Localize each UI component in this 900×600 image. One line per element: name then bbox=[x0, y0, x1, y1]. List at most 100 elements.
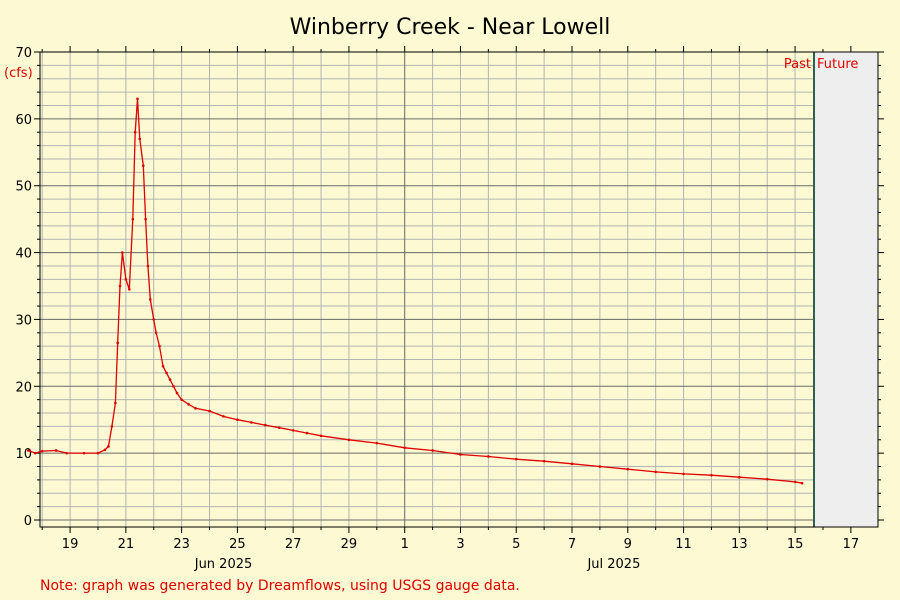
y-tick-label: 0 bbox=[24, 514, 32, 529]
data-point bbox=[103, 448, 107, 452]
minor-grid bbox=[40, 52, 878, 527]
data-point bbox=[146, 264, 150, 268]
major-grid bbox=[40, 51, 878, 527]
data-point bbox=[82, 451, 86, 455]
month-label: Jun 2025 bbox=[194, 557, 253, 572]
data-point bbox=[375, 441, 379, 445]
x-tick-label: 15 bbox=[787, 537, 804, 552]
data-point bbox=[403, 446, 407, 450]
data-point bbox=[121, 251, 124, 254]
data-point bbox=[148, 298, 152, 301]
plot-frame bbox=[39, 51, 879, 528]
x-tick-label: 25 bbox=[229, 537, 246, 552]
y-tick-label: 70 bbox=[15, 46, 32, 61]
x-tick-label: 13 bbox=[731, 537, 748, 552]
data-point bbox=[110, 425, 114, 428]
x-tick-label: 17 bbox=[843, 537, 860, 552]
data-point bbox=[431, 449, 434, 452]
data-point bbox=[598, 465, 602, 468]
data-point bbox=[291, 429, 295, 432]
x-tick-label: 11 bbox=[675, 537, 692, 552]
x-tick-label: 29 bbox=[341, 537, 358, 552]
x-axis-tick-labels: 19 21 23 25 27 29 1 3 5 7 9 11 13 15 17 bbox=[62, 537, 859, 552]
x-tick-label: 27 bbox=[285, 537, 302, 552]
footer-note: Note: graph was generated by Dreamflows,… bbox=[40, 578, 520, 594]
data-point bbox=[128, 288, 131, 291]
data-point bbox=[96, 451, 100, 455]
data-point bbox=[710, 473, 713, 477]
x-axis-month-labels: Jun 2025 Jul 2025 bbox=[194, 557, 641, 572]
data-point bbox=[187, 403, 190, 406]
data-point bbox=[165, 371, 168, 375]
data-point bbox=[765, 477, 769, 481]
data-point bbox=[144, 217, 147, 221]
future-label: Future bbox=[817, 57, 858, 72]
data-point bbox=[152, 318, 156, 321]
data-point bbox=[131, 217, 135, 221]
data-point bbox=[208, 409, 211, 413]
data-point bbox=[107, 445, 110, 448]
data-point bbox=[138, 137, 142, 141]
y-tick-label: 40 bbox=[15, 247, 32, 262]
data-point bbox=[459, 453, 462, 456]
y-tick-label: 60 bbox=[15, 113, 32, 128]
data-point bbox=[347, 438, 351, 442]
chart-title: Winberry Creek - Near Lowell bbox=[290, 15, 611, 40]
data-point bbox=[236, 418, 239, 422]
x-tick-label: 19 bbox=[62, 537, 79, 552]
data-point bbox=[54, 449, 58, 452]
data-point bbox=[133, 130, 137, 134]
data-point bbox=[514, 457, 518, 461]
data-point bbox=[305, 431, 309, 435]
x-tick-label: 5 bbox=[512, 537, 520, 552]
data-point bbox=[277, 426, 281, 430]
data-point bbox=[154, 331, 158, 335]
data-point bbox=[175, 391, 179, 395]
data-point bbox=[250, 421, 253, 424]
data-point bbox=[738, 475, 741, 479]
data-point bbox=[116, 341, 120, 345]
y-tick-label: 30 bbox=[15, 313, 32, 328]
x-tick-label: 3 bbox=[456, 537, 464, 552]
x-tick-label: 23 bbox=[173, 537, 190, 552]
x-tick-label: 1 bbox=[401, 537, 409, 552]
axis-ticks bbox=[34, 46, 884, 533]
data-point bbox=[654, 470, 657, 474]
data-point bbox=[626, 467, 630, 471]
data-point bbox=[33, 451, 37, 455]
flow-series-points bbox=[26, 97, 804, 485]
flow-series-line bbox=[28, 98, 803, 484]
data-point bbox=[114, 401, 117, 405]
past-label: Past bbox=[784, 57, 811, 72]
y-tick-label: 50 bbox=[15, 180, 32, 195]
data-point bbox=[161, 364, 165, 368]
x-tick-label: 9 bbox=[624, 537, 632, 552]
x-tick-label: 7 bbox=[568, 537, 576, 552]
y-axis-unit-label: (cfs) bbox=[4, 66, 33, 81]
x-tick-label: 21 bbox=[118, 537, 135, 552]
data-point bbox=[542, 459, 546, 463]
data-point bbox=[136, 97, 139, 101]
data-point bbox=[65, 451, 68, 455]
data-point bbox=[168, 378, 172, 381]
data-point bbox=[40, 449, 44, 453]
data-point bbox=[263, 423, 267, 427]
data-point bbox=[319, 434, 323, 438]
y-axis-tick-labels: 0 10 20 30 40 50 60 70 bbox=[15, 46, 32, 529]
data-point bbox=[570, 462, 574, 466]
future-region bbox=[814, 52, 878, 527]
y-tick-label: 10 bbox=[15, 447, 32, 462]
data-point bbox=[172, 384, 175, 388]
data-point bbox=[26, 449, 30, 452]
month-label: Jul 2025 bbox=[586, 557, 640, 572]
data-point bbox=[180, 398, 183, 401]
data-point bbox=[682, 472, 685, 476]
data-point bbox=[793, 480, 797, 484]
data-point bbox=[158, 344, 161, 348]
data-point bbox=[194, 407, 197, 410]
data-point bbox=[124, 278, 128, 281]
y-tick-label: 20 bbox=[15, 380, 32, 395]
data-point bbox=[141, 164, 145, 167]
data-point bbox=[800, 481, 804, 485]
